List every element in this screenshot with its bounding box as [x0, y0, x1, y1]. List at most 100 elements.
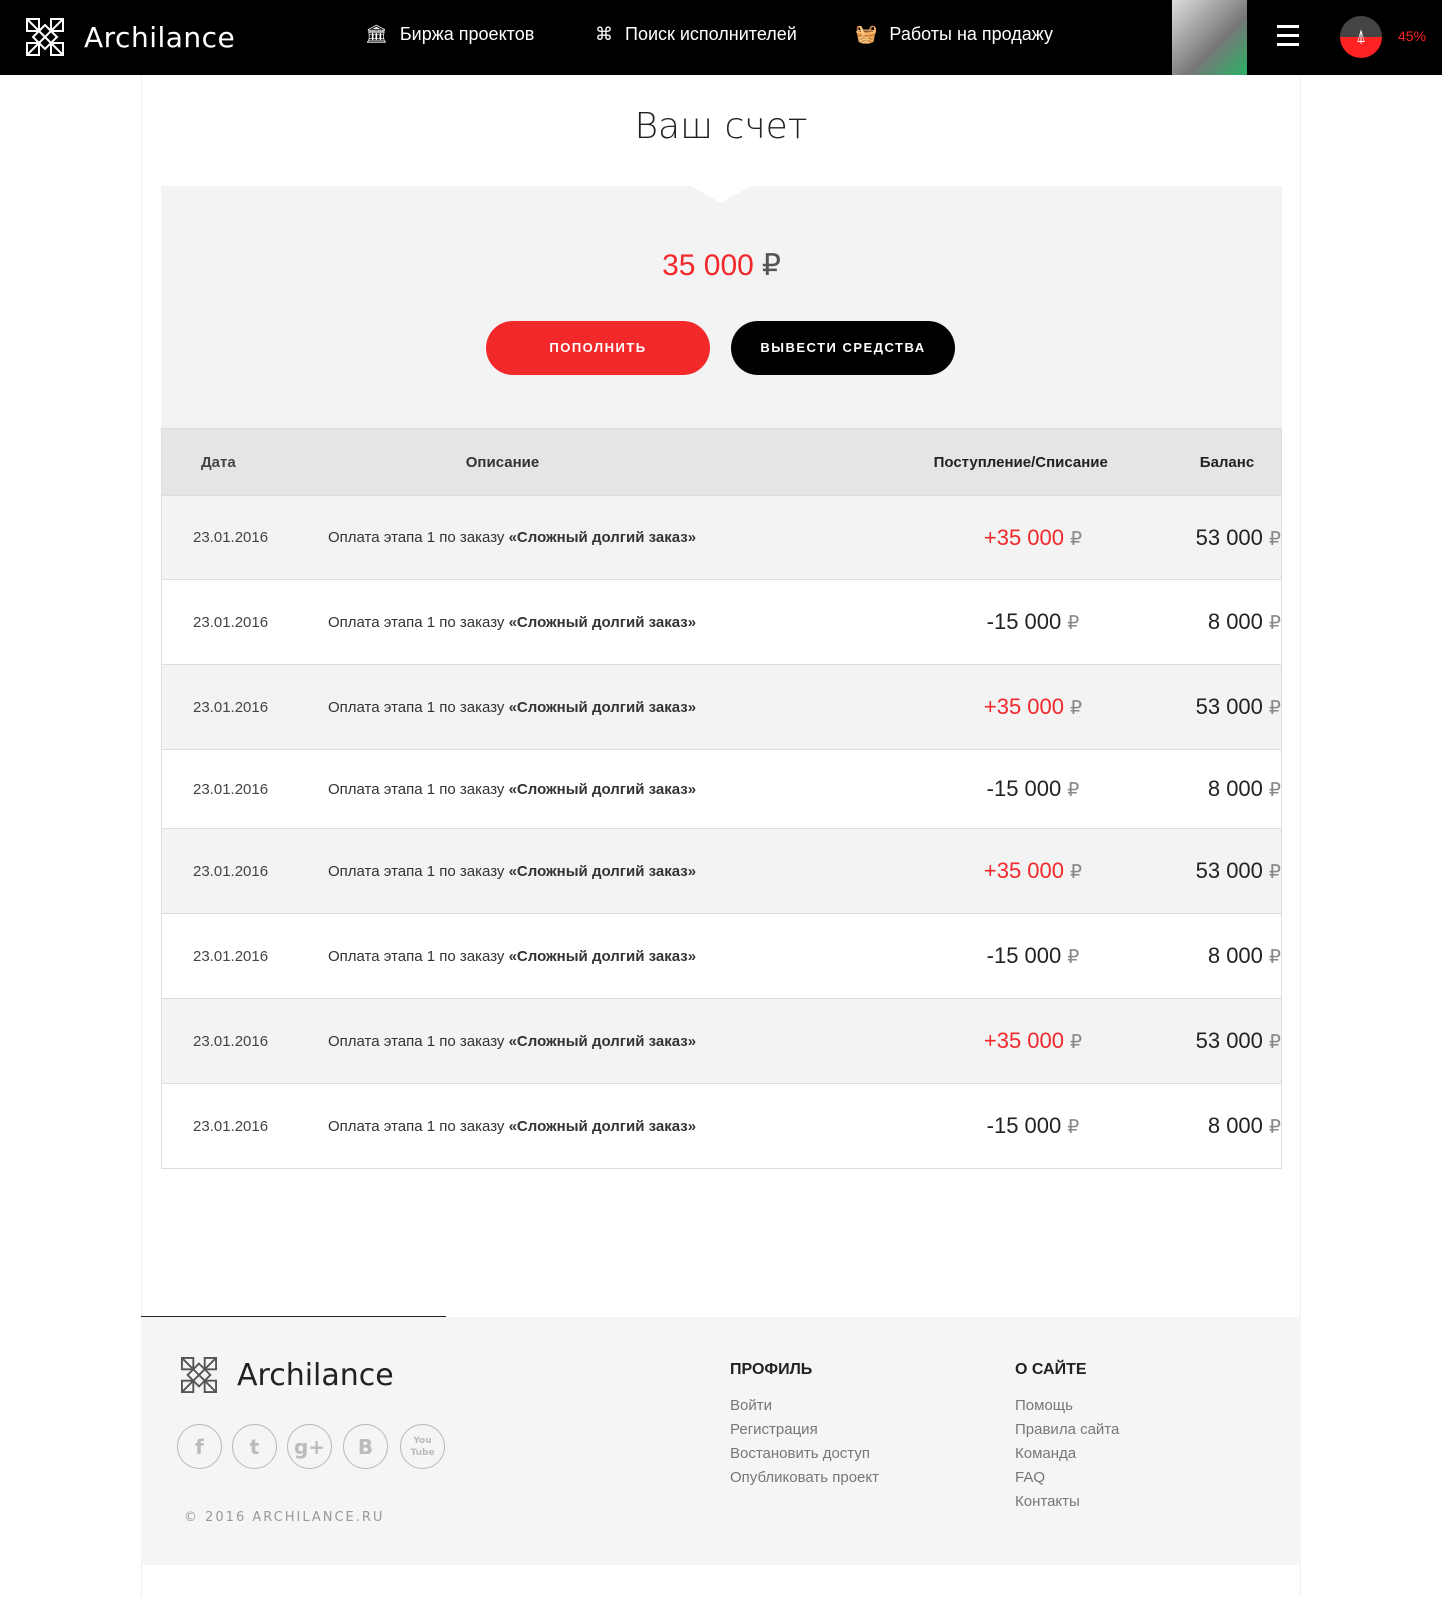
content-frame: [141, 75, 1301, 1597]
logo-icon: [26, 18, 64, 56]
row-amount: -15 000 ₽: [878, 609, 1188, 635]
col-date: Дата: [201, 453, 236, 471]
nav-freelancers[interactable]: ⌘ Поиск исполнителей: [595, 24, 797, 45]
withdraw-button[interactable]: ВЫВЕСТИ СРЕДСТВА: [731, 321, 955, 375]
row-description: Оплата этапа 1 по заказу «Сложный долгий…: [328, 529, 878, 546]
brand-name: Archilance: [84, 20, 236, 54]
nav-label: Поиск исполнителей: [625, 24, 797, 44]
panel-notch: [691, 186, 751, 203]
table-row: 23.01.2016 Оплата этапа 1 по заказу «Сло…: [162, 913, 1281, 998]
footer-about-column: О САЙТЕ Помощь Правила сайта Команда FAQ…: [1015, 1361, 1119, 1517]
menu-icon[interactable]: [1277, 25, 1299, 52]
topup-button[interactable]: ПОПОЛНИТЬ: [486, 321, 710, 375]
row-description: Оплата этапа 1 по заказу «Сложный долгий…: [328, 1118, 878, 1135]
row-balance: 8 000 ₽: [1188, 609, 1281, 635]
row-description: Оплата этапа 1 по заказу «Сложный долгий…: [328, 1033, 878, 1050]
footer-link-faq[interactable]: FAQ: [1015, 1469, 1046, 1486]
balance-value: 8 000: [1207, 776, 1263, 801]
table-header: Дата Описание Поступление/Списание Балан…: [162, 429, 1281, 495]
description-text: Оплата этапа 1 по заказу: [328, 613, 509, 631]
brand-logo[interactable]: Archilance: [26, 18, 235, 56]
currency-sign: ₽: [1268, 1032, 1281, 1053]
user-avatar[interactable]: [1172, 0, 1247, 75]
description-text: Оплата этапа 1 по заказу: [328, 698, 509, 716]
row-balance: 53 000 ₽: [1188, 1028, 1281, 1054]
amount-value: -15 000: [986, 1113, 1062, 1138]
top-bar: Archilance 🏛 Биржа проектов ⌘ Поиск исполн…: [0, 0, 1442, 75]
row-amount: -15 000 ₽: [878, 943, 1188, 969]
footer-link-register[interactable]: Регистрация: [730, 1421, 818, 1438]
footer-link-login[interactable]: Войти: [730, 1397, 772, 1414]
row-description: Оплата этапа 1 по заказу «Сложный долгий…: [328, 948, 878, 965]
balance-value: 53 000: [1195, 858, 1263, 883]
description-text: Оплата этапа 1 по заказу: [328, 529, 509, 546]
currency-sign: ₽: [1268, 947, 1281, 968]
row-amount: +35 000 ₽: [878, 1028, 1188, 1054]
order-link[interactable]: «Сложный долгий заказ»: [508, 698, 697, 716]
row-date: 23.01.2016: [193, 780, 269, 798]
row-amount: +35 000 ₽: [878, 694, 1188, 720]
footer-link-rules[interactable]: Правила сайта: [1015, 1421, 1120, 1438]
order-link[interactable]: «Сложный долгий заказ»: [508, 1032, 697, 1050]
amount-value: +35 000: [983, 694, 1065, 719]
footer-link-contacts[interactable]: Контакты: [1015, 1493, 1080, 1510]
twitter-icon[interactable]: t: [232, 1424, 277, 1469]
row-amount: +35 000 ₽: [878, 858, 1188, 884]
nav-projects[interactable]: 🏛 Биржа проектов: [365, 24, 534, 45]
nav-label: Работы на продажу: [889, 24, 1054, 44]
col-amount: Поступление/Списание: [933, 453, 1108, 471]
facebook-icon[interactable]: f: [177, 1424, 222, 1469]
row-date: 23.01.2016: [193, 529, 269, 546]
amount-value: -15 000: [986, 609, 1062, 634]
table-row: 23.01.2016 Оплата этапа 1 по заказу «Сло…: [162, 579, 1281, 664]
youtube-icon[interactable]: You Tube: [400, 1424, 445, 1469]
table-row: 23.01.2016 Оплата этапа 1 по заказу «Сло…: [162, 495, 1281, 579]
order-link[interactable]: «Сложный долгий заказ»: [508, 947, 697, 965]
order-link[interactable]: «Сложный долгий заказ»: [508, 613, 697, 631]
nav-works-for-sale[interactable]: 🧺 Работы на продажу: [855, 24, 1053, 45]
footer-link-publish[interactable]: Опубликовать проект: [730, 1469, 879, 1486]
order-link[interactable]: «Сложный долгий заказ»: [508, 1117, 697, 1135]
row-date: 23.01.2016: [193, 1117, 269, 1135]
footer-link-team[interactable]: Команда: [1015, 1445, 1077, 1462]
currency-sign: ₽: [1070, 698, 1083, 719]
description-text: Оплата этапа 1 по заказу: [328, 1117, 509, 1135]
currency-sign: ₽: [1268, 528, 1281, 550]
currency-sign: ₽: [1268, 862, 1281, 883]
balance-value: 53 000: [1195, 524, 1263, 550]
order-link[interactable]: «Сложный долгий заказ»: [508, 529, 697, 546]
account-balance: 35 000 ₽: [161, 248, 1282, 283]
description-text: Оплата этапа 1 по заказу: [328, 1032, 509, 1050]
currency-sign: ₽: [1067, 613, 1080, 634]
footer-link-help[interactable]: Помощь: [1015, 1397, 1073, 1414]
currency-sign: ₽: [1067, 1117, 1080, 1138]
col-description: Описание: [465, 453, 540, 471]
page-title: Ваш счет: [634, 106, 808, 147]
amount-value: +35 000: [983, 524, 1065, 550]
vk-icon[interactable]: B: [343, 1424, 388, 1469]
row-date: 23.01.2016: [193, 613, 269, 631]
row-amount: +35 000 ₽: [878, 525, 1188, 551]
column-icon: 🏛: [365, 24, 388, 44]
amount-value: -15 000: [986, 943, 1062, 968]
table-row: 23.01.2016 Оплата этапа 1 по заказу «Сло…: [162, 749, 1281, 828]
currency-sign: ₽: [1268, 780, 1281, 801]
balance-value: 8 000: [1207, 1113, 1263, 1138]
nav-label: Биржа проектов: [399, 24, 535, 44]
row-balance: 8 000 ₽: [1188, 776, 1281, 802]
order-link[interactable]: «Сложный долгий заказ»: [508, 780, 697, 798]
order-link[interactable]: «Сложный долгий заказ»: [508, 862, 697, 880]
balance-value: 53 000: [1195, 694, 1263, 719]
profile-progress: 45%: [1398, 28, 1427, 44]
row-amount: -15 000 ₽: [878, 1113, 1188, 1139]
amount-value: -15 000: [986, 776, 1062, 801]
table-row: 23.01.2016 Оплата этапа 1 по заказу «Сло…: [162, 664, 1281, 749]
footer-logo[interactable]: Archilance: [181, 1357, 394, 1393]
row-balance: 53 000 ₽: [1188, 694, 1281, 720]
compass-icon[interactable]: ⍋: [1340, 16, 1382, 58]
footer-heading: О САЙТЕ: [1015, 1361, 1087, 1378]
footer-link-restore[interactable]: Востановить доступ: [730, 1445, 870, 1462]
currency-sign: ₽: [1268, 698, 1281, 719]
google-plus-icon[interactable]: g+: [287, 1424, 332, 1469]
balance-value: 8 000: [1207, 943, 1263, 968]
